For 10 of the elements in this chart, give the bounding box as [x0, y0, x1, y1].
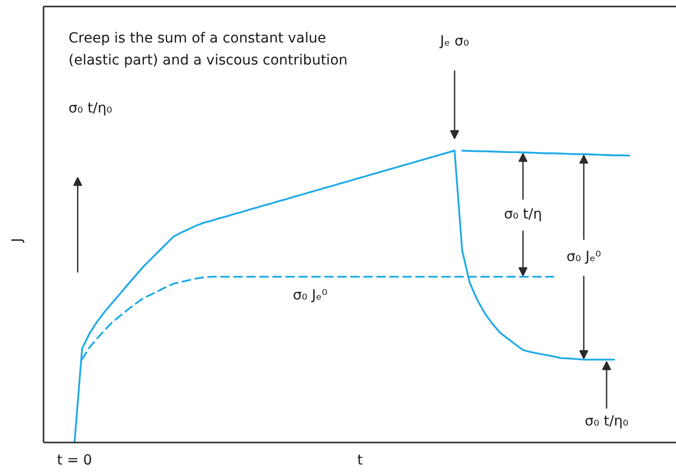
text: Creep is the sum of a constant value (elastic part) and a viscous contribution: [68, 30, 348, 68]
text: σ₀ t/η₀: [68, 100, 113, 116]
text: Jₑ σ₀: [439, 34, 470, 50]
text: t = 0: [57, 452, 92, 468]
annotation: σ₀ Jₑ⁰: [566, 248, 602, 265]
annotation: σ₀ t/η: [504, 206, 542, 223]
annotation: σ₀ t/η₀: [584, 414, 629, 430]
x-axis-title: t: [357, 452, 364, 468]
y-axis-title: J: [10, 238, 26, 244]
annotation: σ₀ Jₑ⁰: [292, 288, 328, 304]
